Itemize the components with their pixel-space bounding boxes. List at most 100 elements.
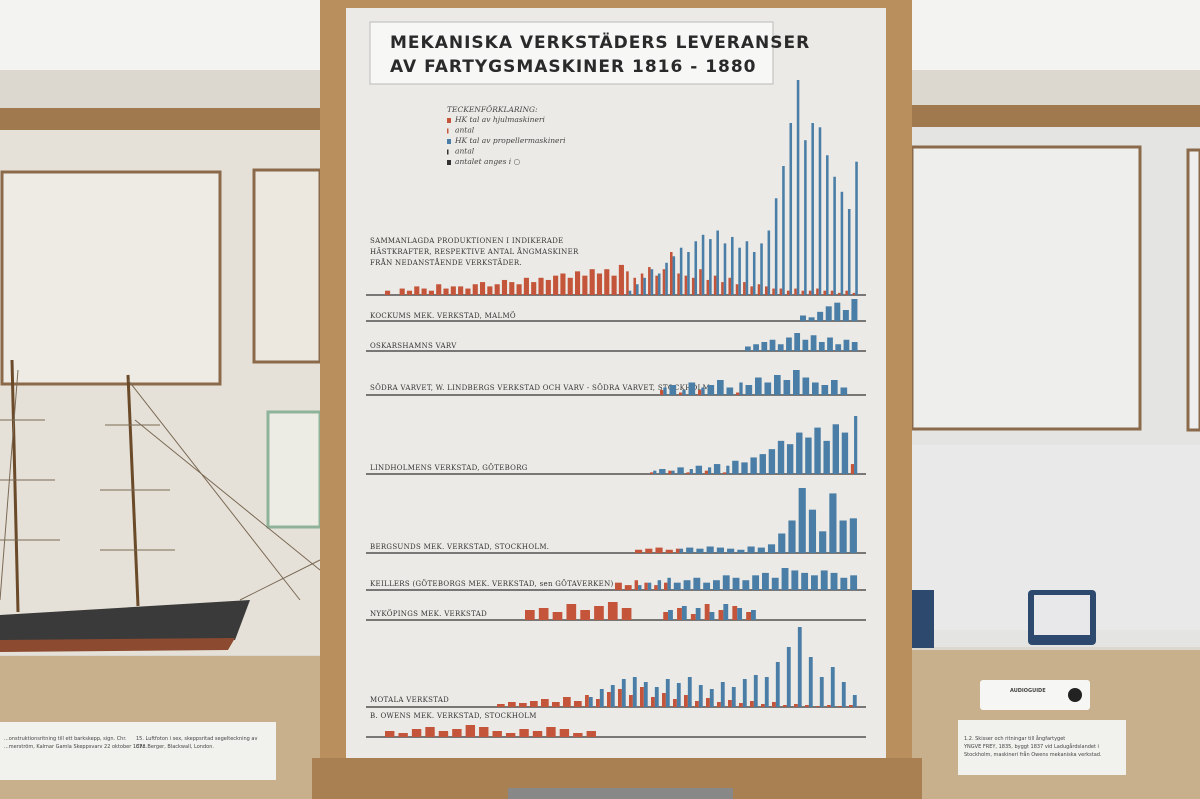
- audio-icon: [1068, 688, 1082, 702]
- propeller-bar: [695, 608, 701, 620]
- paddle-bar: [624, 585, 632, 590]
- propeller-bar: [672, 256, 676, 295]
- propeller-bar: [687, 252, 690, 295]
- paddle-bar: [761, 704, 765, 707]
- row-label: B. OWENS MEK. VERKSTAD, STOCKHOLM: [370, 712, 537, 720]
- propeller-bar: [665, 679, 670, 707]
- paddle-bar: [838, 706, 842, 707]
- drawing-frame: [910, 145, 1142, 431]
- paddle-bar: [805, 705, 809, 707]
- propeller-bar: [732, 577, 740, 590]
- paddle-bar: [779, 288, 783, 295]
- paddle-bar: [559, 729, 570, 737]
- paddle-bar: [399, 288, 405, 295]
- propeller-bar: [737, 608, 743, 620]
- paddle-bar: [552, 612, 563, 620]
- legend-swatch: [447, 118, 451, 123]
- propeller-bar: [717, 380, 724, 395]
- propeller-bar: [628, 290, 632, 295]
- propeller-bar: [786, 337, 792, 351]
- paddle-bar: [736, 392, 740, 395]
- propeller-bar: [797, 627, 802, 707]
- propeller-bar: [808, 317, 815, 321]
- propeller-bar: [760, 243, 763, 295]
- propeller-bar: [805, 437, 812, 474]
- paddle-bar: [665, 549, 673, 553]
- paddle-bar: [563, 697, 571, 707]
- propeller-bar: [817, 311, 824, 321]
- propeller-bar: [834, 302, 841, 321]
- propeller-bar: [745, 241, 749, 295]
- propeller-bar: [726, 387, 734, 395]
- paddle-bar: [757, 284, 761, 295]
- case-frame: [910, 105, 1200, 127]
- paddle-bar: [633, 277, 637, 295]
- propeller-bar: [762, 572, 769, 590]
- propeller-bar: [767, 230, 771, 295]
- row-label: KEILLERS (GÖTEBORGS MEK. VERKSTAD, sen G…: [370, 579, 614, 588]
- paddle-bar: [801, 290, 805, 295]
- propeller-bar: [701, 234, 705, 295]
- propeller-bar: [783, 380, 791, 395]
- paddle-bar: [663, 612, 669, 620]
- paddle-bar: [428, 290, 434, 295]
- propeller-bar: [819, 531, 827, 553]
- paddle-bar: [385, 731, 395, 737]
- propeller-bar: [663, 387, 667, 395]
- placard-text: ...merström, Kalmar Gamla Skeppsvarv 22 …: [4, 744, 148, 750]
- paddle-bar: [594, 606, 604, 620]
- propeller-bar: [830, 667, 835, 707]
- propeller-bar: [742, 679, 747, 707]
- paddle-bar: [743, 282, 746, 295]
- paddle-bar: [816, 706, 820, 707]
- propeller-bar: [694, 241, 698, 295]
- paddle-bar: [830, 290, 834, 295]
- paddle-bar: [677, 273, 680, 295]
- paddle-bar: [772, 702, 776, 707]
- propeller-bar: [726, 465, 730, 474]
- paddle-bar: [501, 279, 508, 295]
- row-label: KOCKUMS MEK. VERKSTAD, MALMÖ: [370, 311, 516, 320]
- paddle-bar: [655, 275, 658, 295]
- propeller-bar: [798, 488, 806, 553]
- propeller-bar: [793, 370, 800, 395]
- drawing-frame: [1186, 148, 1200, 432]
- paddle-bar: [492, 731, 502, 737]
- paddle-bar: [690, 614, 696, 620]
- paddle-bar: [670, 252, 673, 295]
- paddle-bar: [717, 702, 721, 707]
- audio-sign: [980, 680, 1090, 710]
- ship-rigging: [0, 369, 321, 601]
- placard: [0, 722, 276, 780]
- paddle-bar: [698, 390, 702, 395]
- paddle-bar: [660, 390, 664, 395]
- paddle-bar: [545, 279, 551, 295]
- propeller-bar: [855, 161, 858, 295]
- propeller-bar: [679, 247, 683, 295]
- legend-item: antalet anges i ○: [455, 157, 520, 166]
- paddle-bar: [406, 290, 413, 295]
- paddle-bar: [465, 288, 471, 295]
- propeller-bar: [713, 580, 720, 590]
- propeller-bar: [747, 546, 755, 553]
- propeller-bar: [840, 387, 848, 395]
- paddle-bar: [582, 275, 588, 295]
- propeller-bar: [647, 582, 652, 590]
- paddle-bar: [783, 705, 787, 707]
- paddle-bar: [615, 582, 622, 590]
- paddle-bar: [538, 277, 544, 295]
- paddle-bar: [589, 269, 595, 295]
- propeller-bar: [808, 657, 813, 707]
- paddle-bar: [640, 687, 644, 707]
- propeller-bar: [819, 677, 824, 707]
- paddle-bar: [530, 701, 538, 707]
- paddle-bar: [713, 275, 717, 295]
- paddle-bar: [443, 288, 449, 295]
- propeller-bar: [706, 546, 714, 553]
- propeller-bar: [689, 469, 693, 474]
- paddle-bar: [450, 286, 456, 295]
- row-label: MOTALA VERKSTAD: [370, 696, 449, 704]
- propeller-bar: [755, 377, 762, 395]
- paddle-bar: [508, 702, 516, 707]
- propeller-bar: [774, 198, 778, 295]
